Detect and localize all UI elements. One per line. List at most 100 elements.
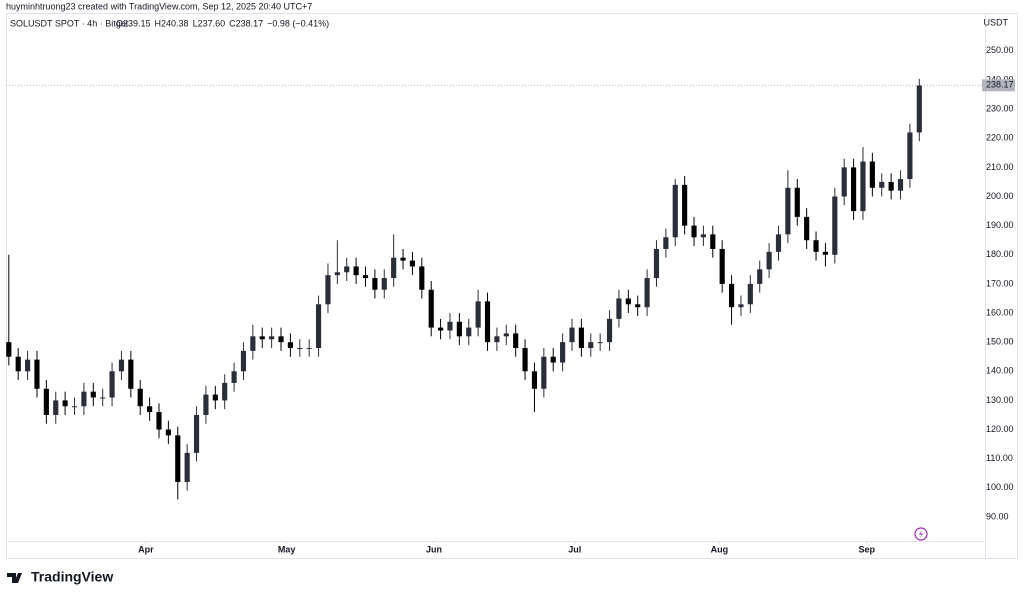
candle-body — [550, 356, 556, 363]
candle-body — [81, 391, 87, 407]
status-item: O239.15 — [116, 18, 151, 28]
candle-body — [719, 248, 725, 284]
candle-body — [888, 181, 894, 191]
candle-body — [691, 225, 697, 238]
candle-body — [15, 356, 21, 372]
candle-body — [813, 240, 819, 252]
candle-body — [672, 184, 678, 238]
candle-body — [428, 289, 434, 328]
candle-body — [747, 283, 753, 305]
candle-body — [897, 179, 904, 191]
candle-body — [644, 278, 650, 308]
candle-body — [344, 266, 350, 273]
candle-body — [766, 251, 772, 270]
candle-body — [109, 371, 115, 398]
candle-body — [118, 359, 125, 372]
candle-body — [250, 336, 256, 351]
candle-body — [297, 347, 303, 349]
y-tick-label: 100.00 — [986, 482, 1014, 492]
candle-body — [71, 406, 78, 408]
candle-body — [62, 400, 68, 407]
candle-body — [635, 304, 641, 308]
y-tick-label: 230.00 — [986, 104, 1014, 114]
candle-body — [419, 266, 425, 290]
candle-body — [165, 429, 171, 436]
candle-body — [682, 184, 688, 226]
x-tick-label: Jul — [568, 544, 581, 554]
y-tick-label: 190.00 — [986, 220, 1014, 230]
candle-body — [231, 371, 237, 383]
candle-body — [269, 336, 275, 340]
candle-body — [869, 161, 875, 188]
candle-body — [484, 301, 491, 343]
lightning-icon — [914, 527, 928, 541]
candle-body — [832, 196, 838, 255]
candle-body — [372, 278, 378, 290]
candle-body — [822, 251, 829, 255]
y-tick-label: 90.00 — [986, 511, 1009, 521]
candle-body — [663, 237, 669, 249]
candle-body — [653, 248, 660, 279]
candle-body — [522, 347, 528, 372]
candle-body — [541, 356, 547, 389]
x-tick-label: Aug — [711, 544, 729, 554]
candle-body — [156, 412, 162, 430]
candle-body — [841, 167, 847, 197]
pane-border — [6, 13, 1018, 559]
y-tick-label: 120.00 — [986, 424, 1014, 434]
candle-body — [147, 406, 153, 413]
candle-body — [222, 382, 228, 401]
candle-body — [710, 234, 716, 249]
x-tick-label: Apr — [138, 544, 154, 554]
candle-body — [616, 298, 622, 319]
y-tick-label: 220.00 — [986, 133, 1014, 143]
candle-body — [466, 327, 472, 337]
x-tick-label: Sep — [858, 544, 875, 554]
status-item: H240.38 — [155, 18, 189, 28]
candle-body — [916, 85, 922, 133]
candle-body — [240, 350, 247, 372]
candle-body — [278, 336, 284, 343]
last-price-box — [982, 79, 1015, 92]
candle-body — [391, 257, 397, 279]
candle-body — [447, 321, 453, 331]
candle-body — [531, 371, 538, 389]
candle-body — [203, 394, 209, 415]
candle-body — [456, 321, 462, 337]
candle-body — [503, 333, 509, 337]
candle-body — [475, 301, 481, 328]
candle-body — [588, 342, 594, 348]
brand: TradingView — [31, 569, 113, 585]
candle-body — [212, 394, 218, 401]
x-tick-label: Jun — [426, 544, 442, 554]
y-tick-label: 200.00 — [986, 191, 1014, 201]
y-tick-label: 180.00 — [986, 249, 1014, 259]
candle-body — [860, 161, 866, 212]
candle-body — [334, 272, 340, 276]
candle-body — [90, 391, 96, 398]
candle-body — [100, 397, 106, 399]
candle-body — [175, 435, 181, 482]
candle-body — [43, 388, 49, 415]
candle-body — [438, 327, 444, 331]
candle-body — [184, 452, 190, 482]
candle-body — [53, 400, 59, 415]
candle-body — [381, 278, 387, 290]
status-item: C238.17 — [229, 18, 263, 28]
candle-body — [757, 269, 763, 284]
y-tick-label: 170.00 — [986, 278, 1014, 288]
status-item: −0.98 (−0.41%) — [267, 18, 329, 28]
candle-body — [362, 275, 369, 279]
x-tick-label: May — [278, 544, 296, 554]
y-tick-label: 160.00 — [986, 307, 1014, 317]
candle-body — [34, 359, 40, 389]
logo: TradingView — [7, 569, 113, 585]
candle-body — [494, 336, 500, 343]
candle-body — [193, 414, 200, 453]
candle-body — [728, 283, 735, 308]
candle-body — [513, 333, 519, 348]
candle-body — [400, 257, 406, 261]
candle-body — [794, 187, 800, 217]
candle-body — [128, 359, 134, 389]
candle-body — [597, 342, 603, 344]
